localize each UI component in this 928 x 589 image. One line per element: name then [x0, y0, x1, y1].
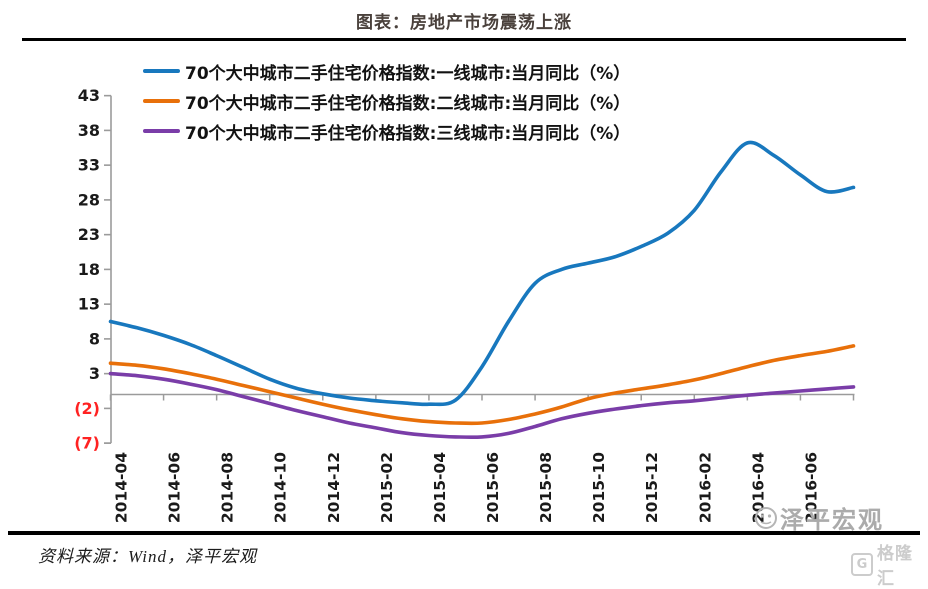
- tier2-line-series: [108, 344, 856, 426]
- y-tick-label: 38: [78, 121, 100, 140]
- x-tick-label: 2015-12: [643, 452, 661, 523]
- site-logo-icon: G: [851, 552, 873, 576]
- legend-line-tier3-icon: [143, 129, 180, 133]
- bottom-divider: [8, 531, 920, 535]
- legend-label-tier3: 70个大中城市二手住宅价格指数:三线城市:当月同比（%）: [185, 123, 631, 144]
- legend-item-tier3: 70个大中城市二手住宅价格指数:三线城市:当月同比（%）: [143, 116, 863, 146]
- x-tick-label: 2016-02: [696, 452, 714, 523]
- y-tick-label: 13: [78, 295, 100, 314]
- legend-label-tier1: 70个大中城市二手住宅价格指数:一线城市:当月同比（%）: [185, 63, 631, 84]
- x-tick-label: 2015-04: [431, 452, 449, 523]
- x-tick-label: 2015-08: [537, 452, 555, 523]
- site-logo-watermark: G 格隆汇: [851, 539, 928, 589]
- x-tick-label: 2014-12: [325, 452, 343, 523]
- x-tick-label: 2014-08: [219, 452, 237, 523]
- x-tick-label: 2015-02: [378, 452, 396, 523]
- brand-watermark: 泽平宏观: [752, 500, 884, 535]
- y-tick-label: 43: [78, 86, 100, 105]
- x-tick-label: 2014-06: [166, 452, 184, 523]
- brand-face-icon: [755, 506, 777, 529]
- tier1-line-series: [108, 140, 856, 407]
- brand-watermark-text: 泽平宏观: [780, 506, 884, 534]
- legend-label-tier2: 70个大中城市二手住宅价格指数:二线城市:当月同比（%）: [185, 93, 631, 114]
- source-note: 资料来源：Wind，泽平宏观: [38, 547, 257, 566]
- top-divider: [22, 38, 906, 41]
- y-tick-label: 33: [78, 156, 100, 175]
- x-tick-label: 2015-06: [484, 452, 502, 523]
- x-tick-label: 2014-04: [113, 452, 131, 523]
- y-tick-label: 23: [78, 225, 100, 244]
- chart-title: 图表：房地产市场震荡上涨: [356, 13, 572, 33]
- site-logo-text: 格隆汇: [876, 544, 913, 589]
- tier3-line-series: [108, 371, 856, 440]
- x-tick-label: 2014-10: [272, 452, 290, 523]
- x-tick-label: 2015-10: [590, 452, 608, 523]
- x-tick-label: 2016-06: [802, 452, 820, 523]
- y-tick-label: (7): [74, 434, 100, 453]
- legend-line-tier2-icon: [143, 99, 180, 103]
- y-tick-label: 3: [89, 364, 100, 383]
- y-tick-label: 18: [78, 260, 100, 279]
- y-tick-label: (2): [74, 399, 100, 418]
- legend: 70个大中城市二手住宅价格指数:一线城市:当月同比（%） 70个大中城市二手住宅…: [143, 56, 863, 146]
- x-tick-label: 2016-04: [749, 452, 767, 523]
- y-tick-label: 28: [78, 190, 100, 209]
- legend-line-tier1-icon: [143, 69, 180, 73]
- y-tick-label: 8: [89, 329, 100, 348]
- legend-item-tier1: 70个大中城市二手住宅价格指数:一线城市:当月同比（%）: [143, 56, 863, 86]
- legend-item-tier2: 70个大中城市二手住宅价格指数:二线城市:当月同比（%）: [143, 86, 863, 116]
- chart-canvas: 43 38 33 28 23 18 13 8 3 (2) (7) 2014-04 2014-06 2014…: [74, 86, 856, 523]
